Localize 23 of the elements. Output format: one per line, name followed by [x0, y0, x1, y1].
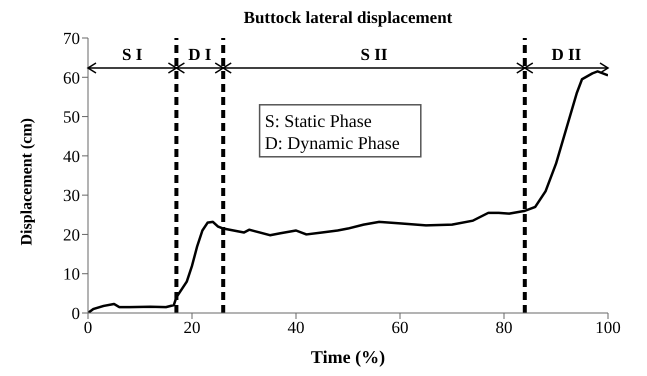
chart-title: Buttock lateral displacement: [242, 8, 454, 29]
y-tick-label: 60: [63, 68, 80, 88]
y-tick-label: 40: [63, 146, 80, 166]
x-tick-label: 100: [595, 318, 621, 338]
y-tick-label: 70: [63, 29, 80, 48]
y-tick-label: 20: [63, 225, 80, 244]
x-tick-label: 80: [496, 318, 512, 338]
y-axis-title: Displacement (cm): [18, 118, 36, 246]
annotation: D I: [188, 45, 212, 64]
x-tick-label: 20: [184, 318, 200, 338]
annotation: D: Dynamic Phase: [264, 132, 400, 153]
y-tick-label: 0: [72, 304, 80, 324]
x-tick-label: 40: [288, 318, 304, 338]
annotation: D II: [552, 45, 582, 64]
annotation: S I: [122, 45, 143, 64]
x-axis-title: Time (%): [310, 347, 386, 367]
annotation: S: Static Phase: [264, 110, 372, 131]
x-tick-label: 0: [84, 318, 92, 338]
x-tick-label: 60: [392, 318, 408, 338]
y-tick-label: 50: [63, 108, 80, 127]
annotation: S II: [360, 45, 388, 64]
y-tick-label: 10: [63, 264, 80, 284]
y-tick-label: 30: [63, 186, 80, 206]
